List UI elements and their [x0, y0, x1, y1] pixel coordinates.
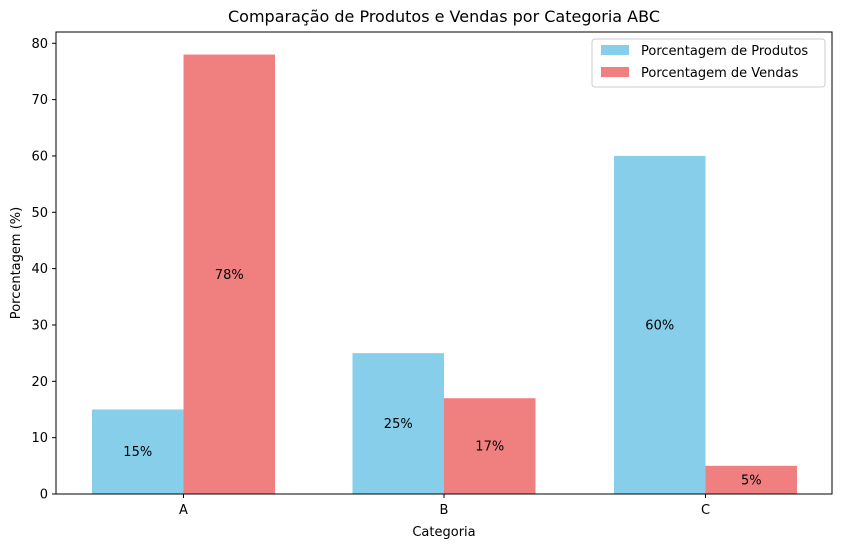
- x-tick-label-b: B: [440, 503, 449, 518]
- x-tick-label-c: C: [701, 503, 710, 518]
- legend-label-vendas: Porcentagem de Vendas: [641, 66, 799, 81]
- bar-produtos-c: [614, 155, 706, 494]
- bar-vendas-a: [183, 54, 275, 494]
- legend-box: [591, 38, 826, 88]
- data-label-vendas-c: 5%: [741, 473, 762, 488]
- chart-title: Comparação de Produtos e Vendas por Cate…: [228, 7, 660, 26]
- y-tick-label: 80: [31, 37, 48, 52]
- x-axis-label: Categoria: [412, 525, 475, 540]
- y-tick-label: 10: [31, 431, 48, 446]
- y-tick-label: 20: [31, 375, 48, 390]
- bar-produtos-a: [92, 409, 184, 494]
- plot-area: 15% 25% 60% 78% 17% 5% 0 10 20 30 40 50 60 70 80 A B C: [31, 31, 833, 518]
- legend-label-produtos: Porcentagem de Produtos: [641, 44, 808, 59]
- y-tick-label: 40: [31, 262, 48, 277]
- legend: Porcentagem de Produtos Porcentagem de Ve…: [591, 38, 826, 88]
- bar-produtos-b: [352, 353, 444, 494]
- y-tick-label: 60: [31, 149, 48, 164]
- y-tick-label: 70: [31, 93, 48, 108]
- data-label-produtos-a: 15%: [123, 445, 152, 460]
- data-label-vendas-a: 78%: [215, 268, 244, 283]
- y-tick-label: 50: [31, 206, 48, 221]
- legend-swatch-vendas: [601, 67, 629, 77]
- data-label-produtos-b: 25%: [384, 417, 413, 432]
- y-axis-label: Porcentagem (%): [9, 207, 24, 319]
- x-tick-label-a: A: [179, 503, 188, 518]
- y-tick-label: 30: [31, 318, 48, 333]
- legend-swatch-produtos: [601, 45, 629, 55]
- data-label-vendas-b: 17%: [475, 440, 504, 455]
- bar-vendas-c: [705, 465, 797, 494]
- data-label-produtos-c: 60%: [645, 318, 674, 333]
- bar-vendas-b: [444, 398, 536, 494]
- y-tick-label: 0: [40, 488, 48, 503]
